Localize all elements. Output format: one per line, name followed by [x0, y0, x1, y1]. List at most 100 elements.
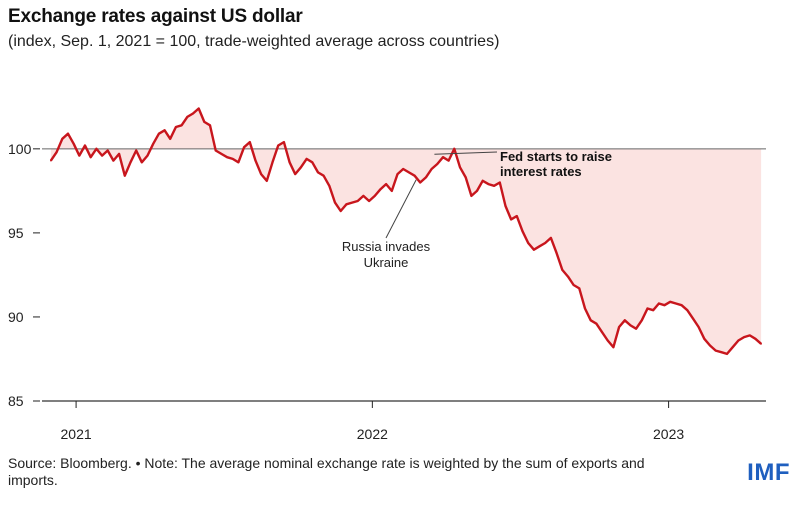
data-point: [538, 245, 541, 248]
data-point: [572, 284, 575, 286]
data-point: [231, 158, 234, 160]
x-tick-label: 2021: [61, 426, 92, 442]
data-point: [493, 184, 495, 187]
data-point: [123, 174, 126, 177]
data-point: [95, 147, 98, 150]
data-point: [152, 142, 155, 145]
chart-subtitle: (index, Sep. 1, 2021 = 100, trade-weight…: [8, 33, 500, 50]
annotation-fed-raises-rates: Fed starts to raise: [500, 149, 612, 164]
data-point: [561, 269, 564, 271]
data-point: [680, 304, 683, 307]
data-point: [459, 166, 461, 169]
data-point: [135, 149, 138, 152]
data-point: [709, 344, 711, 347]
data-point: [413, 174, 416, 177]
data-point: [112, 159, 115, 162]
data-point: [163, 129, 166, 132]
data-point: [498, 181, 501, 184]
data-point: [447, 159, 450, 162]
y-tick-label: 85: [8, 393, 24, 409]
data-point: [61, 137, 64, 140]
data-point: [623, 319, 626, 322]
data-point: [743, 336, 745, 338]
data-point: [487, 183, 490, 186]
data-point: [425, 176, 427, 179]
data-point: [692, 317, 694, 320]
data-point: [748, 334, 751, 337]
data-point: [527, 242, 530, 244]
data-point: [390, 190, 393, 192]
y-tick-label: 100: [8, 141, 32, 157]
data-point: [339, 210, 342, 212]
data-point: [408, 171, 410, 174]
data-point: [237, 161, 240, 164]
data-point: [368, 200, 370, 202]
data-point: [328, 184, 331, 187]
data-point: [356, 200, 359, 202]
imf-logo: IMF: [747, 459, 790, 486]
data-point: [294, 173, 297, 176]
data-point: [140, 161, 143, 164]
data-point: [379, 188, 382, 191]
data-point: [67, 132, 69, 135]
data-point: [260, 173, 262, 176]
data-point: [106, 149, 109, 152]
data-point: [436, 163, 439, 165]
data-point: [385, 183, 387, 186]
data-point: [243, 146, 246, 149]
data-point: [675, 302, 677, 305]
y-tick-label: 95: [8, 225, 24, 241]
data-point: [578, 287, 581, 290]
data-point: [72, 142, 75, 145]
data-point: [595, 322, 598, 325]
data-point: [737, 339, 740, 342]
data-point: [521, 230, 524, 233]
series-line: [49, 107, 762, 356]
annotation-russia-invades-ukraine: Russia invades: [342, 239, 431, 254]
annotation-fed-raises-rates: interest rates: [500, 164, 582, 179]
data-point: [305, 158, 308, 160]
data-point: [300, 166, 302, 169]
data-point: [760, 342, 762, 345]
data-point: [118, 153, 120, 155]
data-point: [288, 161, 291, 164]
data-point: [544, 242, 547, 244]
data-point: [567, 275, 569, 278]
data-point: [714, 349, 717, 352]
data-point: [635, 327, 637, 330]
data-point: [686, 309, 689, 312]
data-point: [186, 116, 189, 118]
data-point: [658, 302, 660, 305]
data-point: [271, 161, 274, 164]
data-point: [453, 147, 456, 150]
data-point: [175, 126, 177, 128]
data-point: [220, 153, 223, 155]
data-point: [606, 339, 609, 342]
data-point: [430, 168, 433, 170]
annotation-leader-line: [434, 151, 498, 155]
data-point: [101, 154, 103, 157]
annotation-russia-invades-ukraine: Ukraine: [364, 255, 409, 270]
data-point: [470, 195, 473, 197]
data-point: [277, 144, 280, 147]
chart-title: Exchange rates against US dollar: [8, 6, 303, 27]
data-point: [669, 300, 672, 303]
data-point: [50, 159, 52, 162]
data-point: [396, 173, 399, 176]
data-point: [254, 159, 257, 162]
data-point: [55, 151, 58, 154]
data-point: [351, 201, 353, 204]
data-point: [402, 168, 405, 170]
data-point: [652, 309, 655, 312]
data-point: [584, 307, 586, 310]
data-point: [589, 319, 592, 322]
data-point: [629, 324, 632, 327]
data-point: [180, 124, 183, 127]
x-tick-label: 2022: [357, 426, 388, 442]
data-point: [601, 331, 603, 333]
data-point: [419, 181, 422, 184]
data-point: [464, 176, 467, 179]
data-point: [78, 154, 81, 157]
data-point: [697, 326, 700, 328]
data-point: [283, 141, 285, 144]
